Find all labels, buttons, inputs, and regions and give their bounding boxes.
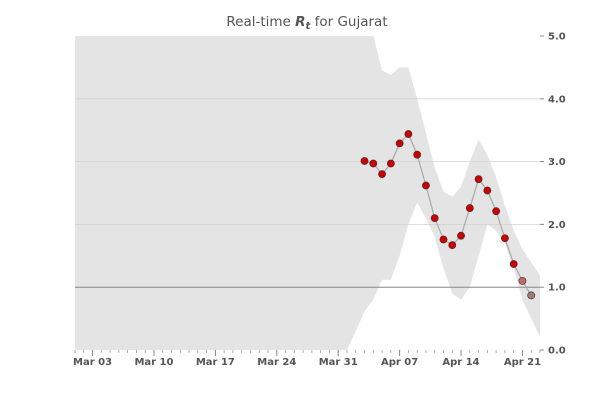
x-tick-label: Mar 10 — [134, 357, 173, 368]
chart-title-prefix: Real-time — [226, 14, 295, 30]
data-point — [422, 181, 430, 190]
data-point — [378, 170, 386, 179]
data-point — [404, 130, 413, 138]
chart-title-suffix: for Gujarat — [310, 14, 387, 30]
chart-title: Real-time Rt for Gujarat — [226, 14, 387, 32]
data-point — [492, 207, 501, 216]
data-point — [369, 159, 378, 168]
data-point — [483, 186, 492, 195]
data-point — [474, 175, 483, 184]
data-point — [439, 235, 448, 244]
credible-interval-band — [75, 36, 540, 350]
y-tick-label: 3.0 — [548, 157, 566, 168]
data-point — [430, 214, 439, 223]
data-point — [395, 139, 404, 148]
y-tick-label: 2.0 — [548, 220, 566, 231]
plot-area: 0.0 1.0 2.0 3.0 4.0 5.0 Mar 03 Mar 10 Mar 17 Mar … — [73, 32, 566, 369]
data-point — [413, 150, 422, 159]
chart-title-symbol: R — [295, 14, 305, 30]
x-tick-label: Mar 17 — [196, 357, 235, 368]
data-point — [527, 291, 536, 300]
data-point — [509, 260, 518, 268]
x-tick-label: Apr 14 — [442, 357, 479, 368]
y-tick-label: 5.0 — [548, 32, 566, 43]
x-tick-label: Mar 03 — [73, 357, 112, 368]
data-point — [360, 157, 369, 165]
x-tick-label: Mar 24 — [257, 357, 296, 368]
data-point — [386, 159, 395, 168]
y-tick-label: 0.0 — [548, 346, 566, 357]
x-tick-label: Apr 21 — [504, 357, 541, 368]
data-point — [448, 241, 457, 250]
data-point — [465, 204, 474, 212]
data-point — [518, 277, 527, 285]
data-point — [457, 231, 465, 240]
chart-title-subscript: t — [306, 21, 312, 32]
y-tick-label: 4.0 — [548, 94, 566, 105]
x-tick-label: Apr 07 — [381, 357, 418, 368]
x-tick-label: Mar 31 — [319, 357, 358, 368]
data-point — [501, 234, 509, 243]
y-tick-label: 1.0 — [548, 283, 566, 294]
